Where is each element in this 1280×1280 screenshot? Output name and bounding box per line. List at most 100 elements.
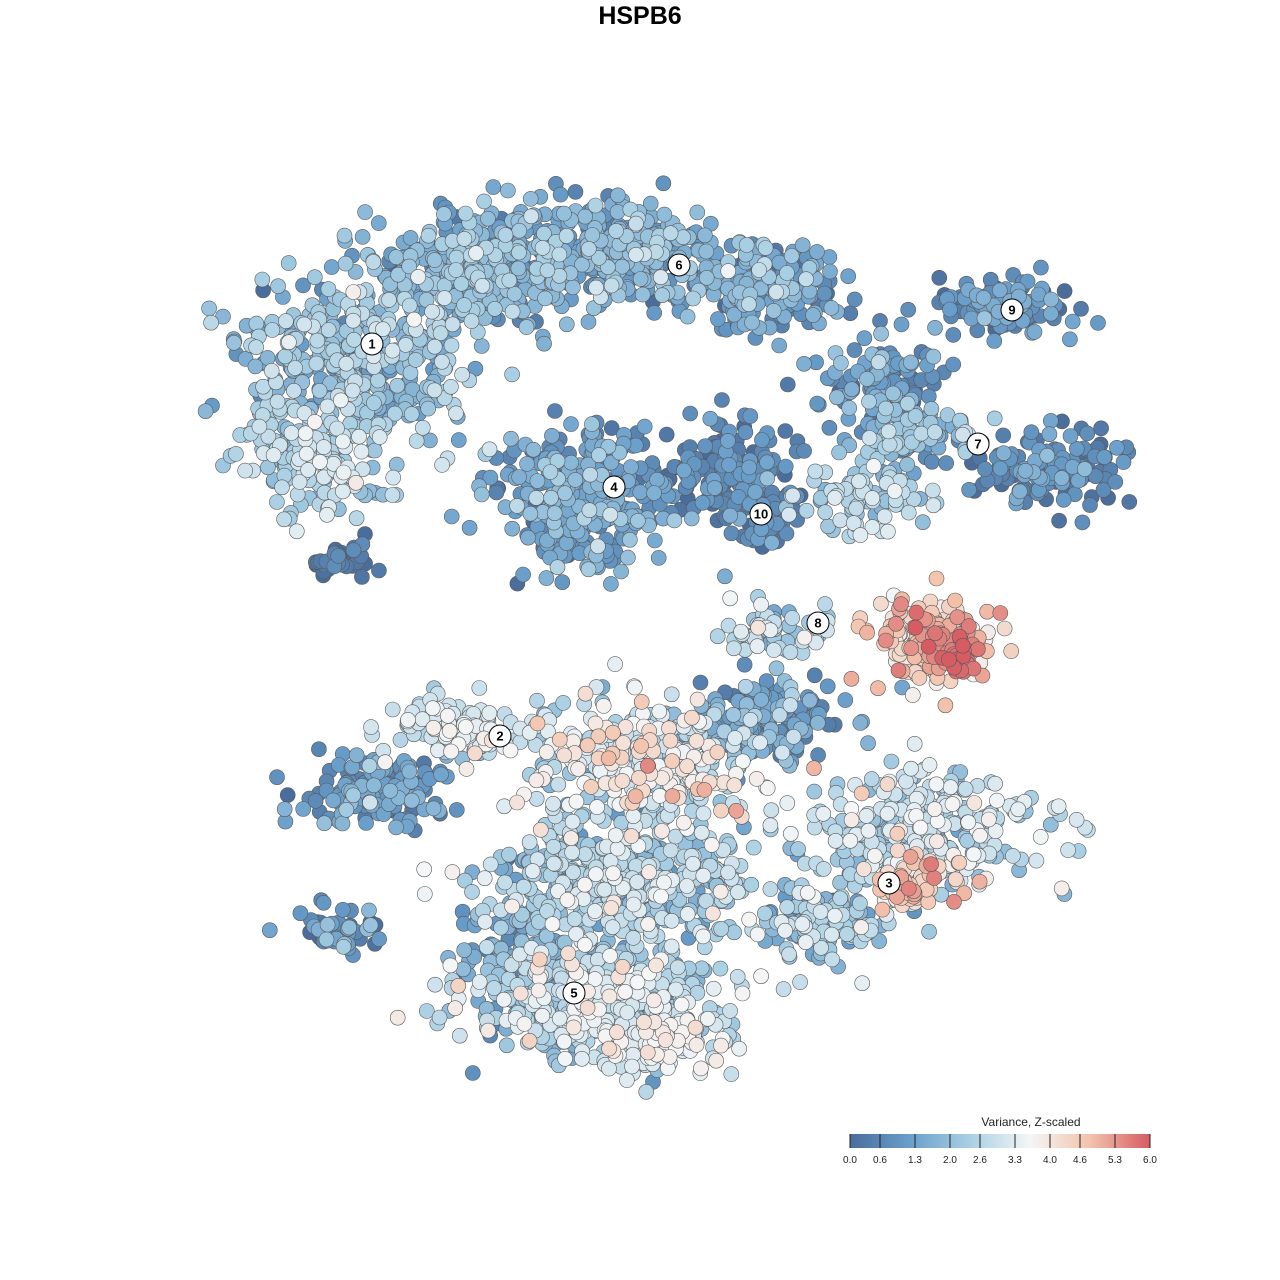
data-point xyxy=(961,481,977,498)
data-point xyxy=(567,184,584,200)
data-point xyxy=(520,529,536,546)
data-point xyxy=(1090,315,1106,331)
data-point xyxy=(799,884,816,901)
data-point xyxy=(1068,811,1085,828)
data-point xyxy=(860,822,877,839)
data-point xyxy=(264,322,281,338)
data-point xyxy=(1056,283,1073,299)
data-point xyxy=(666,512,683,529)
data-point xyxy=(649,471,665,488)
data-point xyxy=(827,832,844,849)
data-point xyxy=(723,525,740,542)
data-point xyxy=(474,277,491,294)
data-point xyxy=(362,917,379,934)
data-point xyxy=(283,425,300,441)
data-point xyxy=(543,489,559,506)
data-point xyxy=(944,796,961,812)
data-point xyxy=(782,644,799,661)
data-point xyxy=(745,839,762,856)
data-point xyxy=(805,307,821,323)
data-point xyxy=(556,1033,573,1050)
data-point xyxy=(822,263,838,280)
data-point xyxy=(679,906,696,922)
data-point xyxy=(782,825,799,842)
data-point xyxy=(721,457,737,473)
data-point xyxy=(500,182,516,199)
data-point xyxy=(980,811,997,828)
data-point xyxy=(807,463,824,480)
data-point xyxy=(642,195,659,212)
data-point xyxy=(403,792,420,809)
data-point xyxy=(753,968,769,985)
data-point xyxy=(865,458,882,474)
data-point xyxy=(551,1010,568,1027)
data-point xyxy=(382,782,399,799)
data-point xyxy=(914,514,931,531)
data-point xyxy=(426,382,443,399)
data-point xyxy=(424,303,440,320)
data-point xyxy=(545,795,561,812)
data-point xyxy=(504,898,520,915)
data-point xyxy=(720,864,736,881)
data-point xyxy=(729,968,746,985)
data-point xyxy=(498,1037,515,1054)
data-point xyxy=(852,527,869,543)
data-point xyxy=(509,498,525,514)
data-point xyxy=(710,311,726,327)
data-point xyxy=(662,225,679,241)
data-point xyxy=(444,316,461,333)
data-point xyxy=(345,312,362,329)
data-point xyxy=(748,771,765,787)
data-point xyxy=(894,679,911,696)
data-point xyxy=(443,378,459,395)
data-point xyxy=(663,912,680,929)
data-point xyxy=(779,795,796,811)
data-point xyxy=(345,284,362,300)
data-point xyxy=(1115,454,1132,470)
data-point xyxy=(534,1007,551,1024)
data-point xyxy=(899,395,916,412)
data-point xyxy=(602,948,618,964)
data-point xyxy=(448,802,465,818)
data-point xyxy=(781,506,797,523)
data-point xyxy=(859,371,875,387)
data-point xyxy=(1064,313,1081,330)
data-point xyxy=(1076,461,1093,477)
data-point xyxy=(861,430,878,446)
data-point xyxy=(482,856,499,873)
data-point xyxy=(926,424,943,440)
data-point xyxy=(441,723,458,739)
data-point xyxy=(831,444,847,461)
data-point xyxy=(683,510,700,527)
data-point xyxy=(335,938,352,955)
data-point xyxy=(837,692,854,708)
data-point xyxy=(534,240,551,256)
data-point xyxy=(661,1049,678,1065)
data-point xyxy=(731,1040,748,1057)
data-point xyxy=(354,229,371,245)
points-layer xyxy=(197,175,1138,1100)
data-point xyxy=(493,919,509,936)
data-point xyxy=(1010,801,1027,818)
data-point xyxy=(714,392,730,408)
data-point xyxy=(538,570,555,586)
data-point xyxy=(567,472,584,488)
data-point xyxy=(870,354,887,371)
data-point xyxy=(738,237,755,253)
data-point xyxy=(848,500,865,517)
data-point xyxy=(924,453,940,470)
data-point xyxy=(1043,291,1059,308)
data-point xyxy=(461,519,478,536)
data-point xyxy=(576,876,593,893)
data-point xyxy=(388,456,405,473)
data-point xyxy=(866,847,883,864)
data-point xyxy=(392,732,409,748)
data-point xyxy=(622,531,638,548)
data-point xyxy=(779,899,796,916)
data-point xyxy=(796,355,812,372)
data-point xyxy=(923,401,940,417)
data-point xyxy=(742,408,759,424)
data-point xyxy=(456,231,473,247)
data-point xyxy=(482,469,499,486)
data-point xyxy=(345,542,362,559)
